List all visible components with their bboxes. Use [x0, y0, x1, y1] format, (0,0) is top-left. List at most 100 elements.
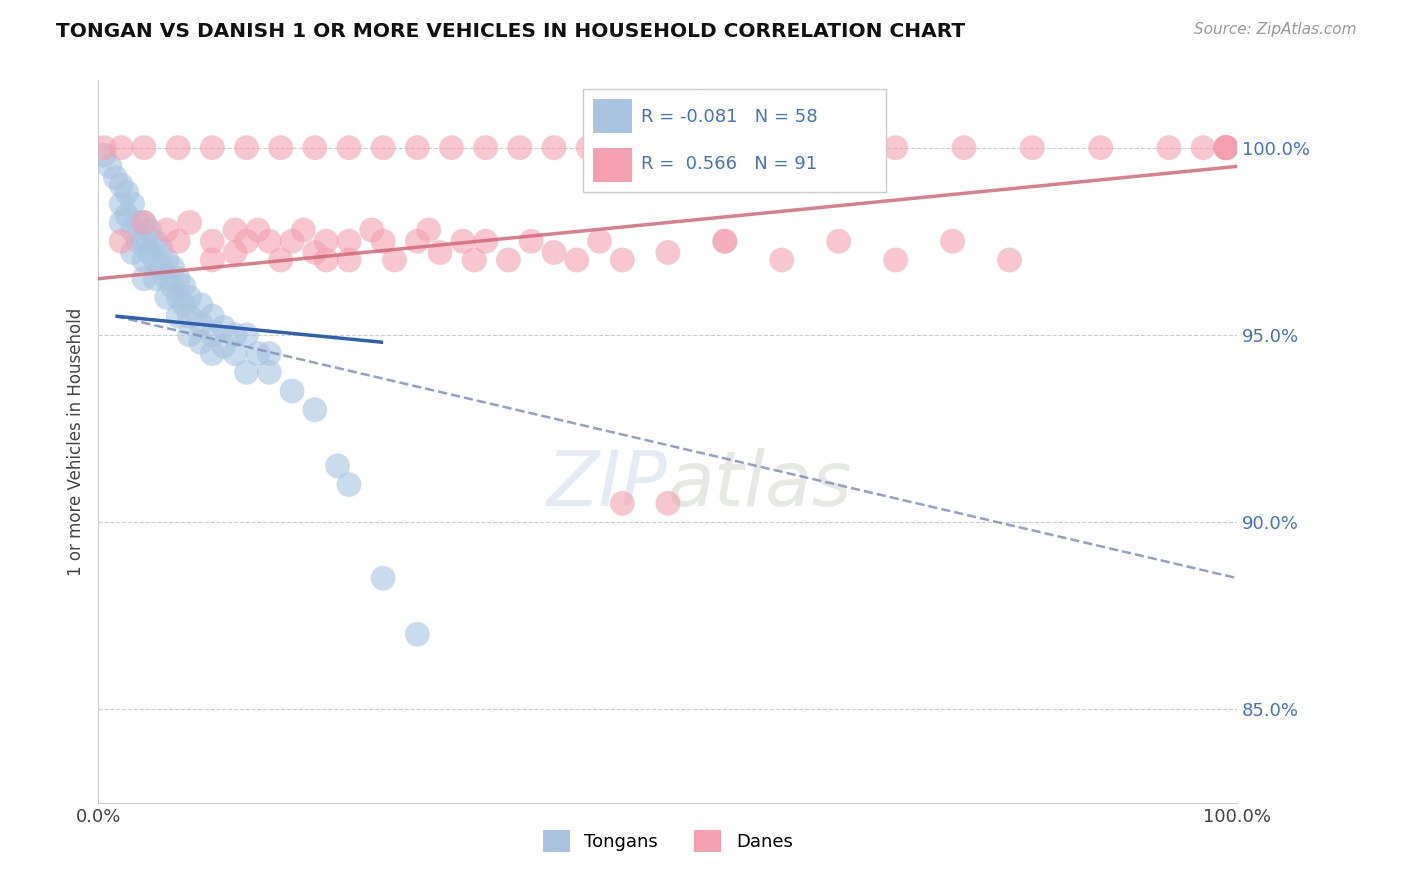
- Point: [132, 271, 155, 285]
- Point: [337, 477, 360, 491]
- Point: [156, 271, 179, 285]
- Point: [138, 245, 160, 260]
- Point: [360, 223, 382, 237]
- Text: atlas: atlas: [668, 448, 852, 522]
- Point: [259, 365, 281, 379]
- Point: [1215, 141, 1237, 155]
- Point: [110, 178, 132, 193]
- Point: [451, 234, 474, 248]
- Point: [384, 252, 406, 267]
- Point: [121, 245, 143, 260]
- Point: [429, 245, 451, 260]
- Text: R =  0.566   N = 91: R = 0.566 N = 91: [641, 155, 817, 173]
- Point: [110, 141, 132, 155]
- Legend: Tongans, Danes: Tongans, Danes: [536, 822, 800, 859]
- Point: [270, 141, 292, 155]
- Point: [224, 245, 246, 260]
- Y-axis label: 1 or more Vehicles in Household: 1 or more Vehicles in Household: [66, 308, 84, 575]
- Point: [1215, 141, 1237, 155]
- Point: [167, 290, 190, 304]
- Point: [145, 252, 167, 267]
- Point: [1215, 141, 1237, 155]
- Point: [179, 290, 201, 304]
- Point: [304, 245, 326, 260]
- Point: [474, 234, 496, 248]
- Point: [132, 215, 155, 229]
- Point: [201, 309, 224, 323]
- Point: [1021, 141, 1043, 155]
- Point: [543, 141, 565, 155]
- Point: [1192, 141, 1215, 155]
- Point: [259, 346, 281, 360]
- Point: [93, 148, 115, 162]
- Point: [167, 234, 190, 248]
- Point: [201, 346, 224, 360]
- Point: [337, 141, 360, 155]
- Point: [150, 242, 173, 256]
- Point: [418, 223, 440, 237]
- Point: [1090, 141, 1112, 155]
- Point: [998, 252, 1021, 267]
- Point: [371, 571, 394, 585]
- Point: [770, 252, 793, 267]
- Point: [145, 271, 167, 285]
- Point: [770, 141, 793, 155]
- Point: [270, 252, 292, 267]
- Point: [173, 298, 195, 312]
- Point: [156, 223, 179, 237]
- Point: [110, 234, 132, 248]
- Point: [326, 458, 349, 473]
- Point: [132, 141, 155, 155]
- Point: [315, 234, 337, 248]
- Point: [474, 141, 496, 155]
- Point: [98, 160, 121, 174]
- Point: [565, 252, 588, 267]
- Point: [612, 496, 634, 510]
- Point: [588, 234, 610, 248]
- Point: [612, 141, 634, 155]
- Point: [371, 141, 394, 155]
- Point: [884, 252, 907, 267]
- Point: [315, 252, 337, 267]
- Point: [292, 223, 315, 237]
- Point: [224, 223, 246, 237]
- Point: [110, 196, 132, 211]
- Point: [714, 234, 737, 248]
- Point: [235, 365, 257, 379]
- Point: [714, 234, 737, 248]
- Point: [201, 327, 224, 342]
- Point: [337, 234, 360, 248]
- Point: [612, 252, 634, 267]
- Point: [167, 271, 190, 285]
- Point: [145, 234, 167, 248]
- Point: [150, 260, 173, 275]
- Point: [179, 309, 201, 323]
- Point: [162, 260, 184, 275]
- Point: [1157, 141, 1180, 155]
- Point: [127, 234, 149, 248]
- Point: [132, 215, 155, 229]
- Point: [179, 215, 201, 229]
- Point: [953, 141, 976, 155]
- Point: [115, 208, 138, 222]
- Point: [212, 339, 235, 353]
- Point: [235, 141, 257, 155]
- Point: [110, 215, 132, 229]
- Point: [121, 223, 143, 237]
- Point: [156, 290, 179, 304]
- Point: [132, 252, 155, 267]
- Point: [104, 170, 127, 185]
- Text: Source: ZipAtlas.com: Source: ZipAtlas.com: [1194, 22, 1357, 37]
- Point: [884, 141, 907, 155]
- Point: [509, 141, 531, 155]
- Point: [1215, 141, 1237, 155]
- Point: [657, 245, 679, 260]
- Point: [543, 245, 565, 260]
- Point: [115, 186, 138, 200]
- Point: [371, 234, 394, 248]
- Point: [224, 346, 246, 360]
- Point: [201, 141, 224, 155]
- Point: [657, 141, 679, 155]
- Point: [156, 252, 179, 267]
- FancyBboxPatch shape: [592, 148, 631, 181]
